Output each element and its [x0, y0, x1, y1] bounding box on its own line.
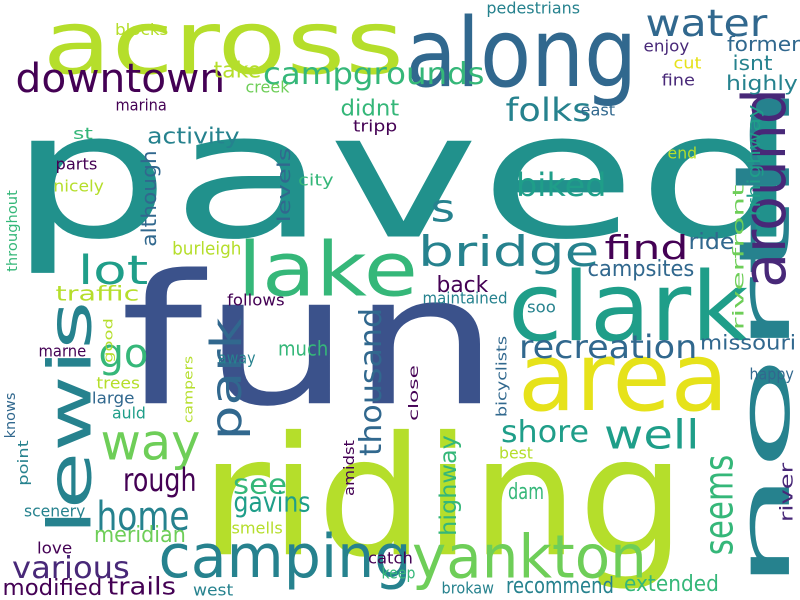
cloud-word-good: good	[101, 317, 116, 363]
cloud-word-trails: trails	[106, 572, 176, 600]
cloud-word-rrhighway: rrhighway	[742, 104, 765, 216]
cloud-word-downtown: downtown	[15, 54, 225, 102]
cloud-word-blocks: blocks	[114, 20, 169, 40]
cloud-word-bicyclists: bicyclists	[493, 335, 511, 417]
cloud-word-camping: camping	[158, 522, 411, 593]
cloud-word-soo: soo	[527, 297, 556, 317]
cloud-word-marina: marina	[114, 95, 167, 115]
cloud-word-campers: campers	[181, 355, 196, 423]
cloud-word-modified: modified	[2, 575, 102, 600]
cloud-word-recreation: recreation	[518, 329, 698, 367]
cloud-word-end: end	[667, 143, 697, 163]
cloud-word-activity: activity	[147, 123, 240, 150]
cloud-word-biked: biked	[515, 167, 607, 205]
cloud-word-meridian: meridian	[94, 522, 186, 549]
cloud-word-water: water	[645, 1, 767, 46]
cloud-word-see: see	[232, 467, 288, 501]
cloud-word-fun: fun	[120, 236, 500, 447]
cloud-word-riding: riding	[199, 401, 685, 594]
cloud-word-well: well	[604, 411, 700, 459]
cloud-word-burleigh: burleigh	[172, 238, 242, 260]
cloud-word-seems: seems	[697, 454, 744, 556]
cloud-word-shore: shore	[500, 415, 590, 451]
cloud-word-along: along	[404, 0, 637, 108]
cloud-word-large: large	[91, 388, 135, 408]
cloud-word-nicely: nicely	[52, 176, 104, 196]
cloud-word-across: across	[42, 0, 404, 95]
cloud-word-knows: knows	[1, 392, 19, 438]
cloud-word-ride: ride	[688, 229, 734, 256]
cloud-word-scenery: scenery	[23, 501, 86, 521]
cloud-word-lewis: lewis	[34, 300, 105, 535]
cloud-word-happy: happy	[748, 364, 794, 384]
cloud-word-tripp: tripp	[352, 116, 398, 136]
cloud-word-traffic: traffic	[55, 281, 139, 306]
cloud-word-highway: highway	[435, 434, 463, 536]
cloud-word-thousand: thousand	[353, 307, 389, 457]
cloud-word-pedestrians: pedestrians	[485, 0, 580, 18]
cloud-word-point: point	[14, 440, 31, 486]
cloud-word-creek: creek	[245, 77, 289, 97]
cloud-word-marne: marne	[38, 341, 86, 361]
cloud-word-home: home	[96, 494, 190, 541]
cloud-word-gavins: gavins	[233, 487, 310, 520]
cloud-word-various: various	[12, 550, 130, 586]
cloud-word-go: go	[98, 331, 148, 378]
cloud-word-close: close	[405, 365, 422, 421]
cloud-word-lot: lot	[77, 248, 149, 295]
cloud-word-park: park	[201, 317, 252, 441]
cloud-word-cut: cut	[673, 53, 701, 73]
cloud-word-extended: extended	[624, 571, 719, 598]
cloud-word-lake: lake	[236, 225, 418, 314]
cloud-word-missouri: missouri	[699, 331, 797, 356]
cloud-word-although: although	[137, 149, 162, 247]
cloud-word-fine: fine	[661, 70, 695, 90]
cloud-word-levels: levels	[272, 147, 295, 223]
cloud-word-city: city	[298, 170, 334, 190]
cloud-word-maintained: maintained	[422, 288, 507, 308]
cloud-word-way: way	[100, 414, 200, 472]
cloud-word-yankton: yankton	[412, 523, 647, 593]
cloud-word-paved: paved	[8, 73, 800, 278]
cloud-word-didnt: didnt	[340, 95, 399, 122]
cloud-word-area: area	[517, 321, 729, 433]
cloud-word-recommend: recommend	[506, 573, 614, 600]
cloud-word-catch: catch	[368, 548, 413, 568]
cloud-word-st: st	[73, 124, 93, 144]
cloud-word-dam: dam	[508, 479, 544, 506]
cloud-word-find: find	[604, 228, 688, 268]
cloud-word-rough: rough	[122, 462, 197, 500]
cloud-word-clark: clark	[507, 251, 749, 363]
cloud-word-back: back	[436, 272, 488, 299]
cloud-word-follows: follows	[227, 290, 285, 310]
cloud-word-bridge: bridge	[418, 228, 600, 277]
cloud-word-throughout: throughout	[3, 190, 21, 272]
cloud-word-amidst: amidst	[340, 440, 358, 496]
cloud-word-auld: auld	[112, 403, 146, 423]
cloud-word-east: east	[580, 100, 615, 120]
cloud-word-away: away	[218, 348, 256, 368]
cloud-word-isnt: isnt	[731, 51, 773, 76]
cloud-word-love: love	[36, 538, 73, 558]
cloud-word-best: best	[499, 443, 533, 463]
cloud-word-former: former	[726, 32, 800, 57]
cloud-word-enjoy: enjoy	[643, 36, 689, 56]
cloud-word-trees: trees	[95, 373, 140, 393]
cloud-word-river: river	[775, 462, 798, 522]
cloud-word-s: s	[430, 186, 455, 232]
cloud-word-parts: parts	[55, 154, 97, 174]
cloud-word-take: take	[213, 57, 261, 84]
cloud-word-folks: folks	[505, 92, 591, 130]
cloud-word-campsites: campsites	[587, 256, 694, 283]
cloud-word-much: much	[278, 337, 329, 362]
cloud-word-smells: smells	[230, 518, 283, 538]
cloud-word-highly: highly	[726, 71, 798, 96]
cloud-word-west: west	[192, 580, 234, 600]
cloud-word-brokaw: brokaw	[441, 578, 494, 598]
cloud-word-keep: keep	[381, 563, 415, 583]
cloud-word-campgrounds: campgrounds	[263, 57, 485, 93]
